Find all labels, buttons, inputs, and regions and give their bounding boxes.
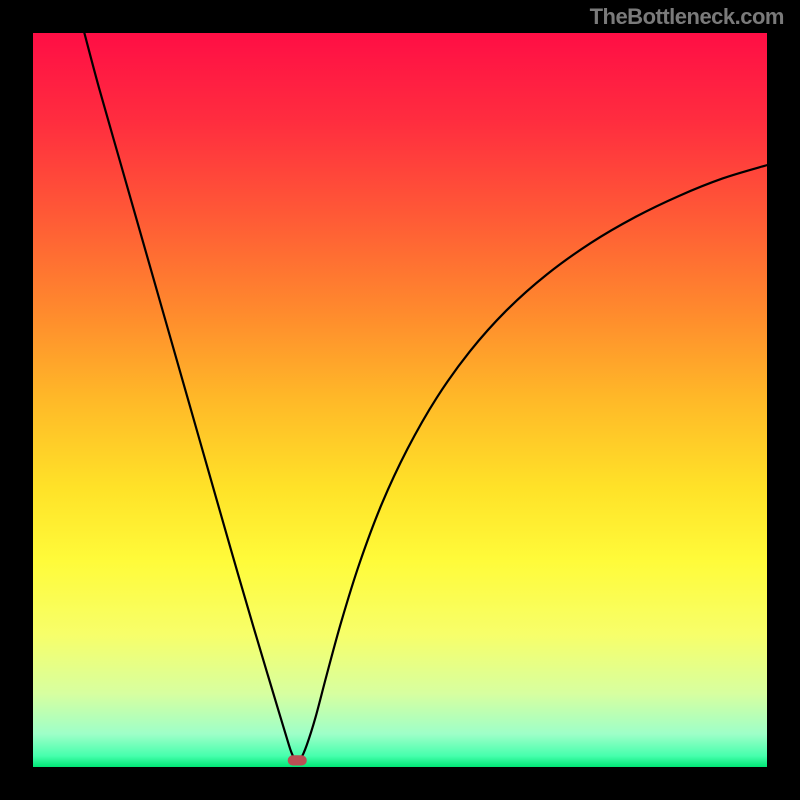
gradient-background <box>33 33 767 767</box>
optimum-marker <box>288 755 307 765</box>
watermark-text: TheBottleneck.com <box>590 4 784 30</box>
bottleneck-chart-svg <box>33 33 767 767</box>
plot-area <box>33 33 767 767</box>
chart-frame: TheBottleneck.com <box>0 0 800 800</box>
